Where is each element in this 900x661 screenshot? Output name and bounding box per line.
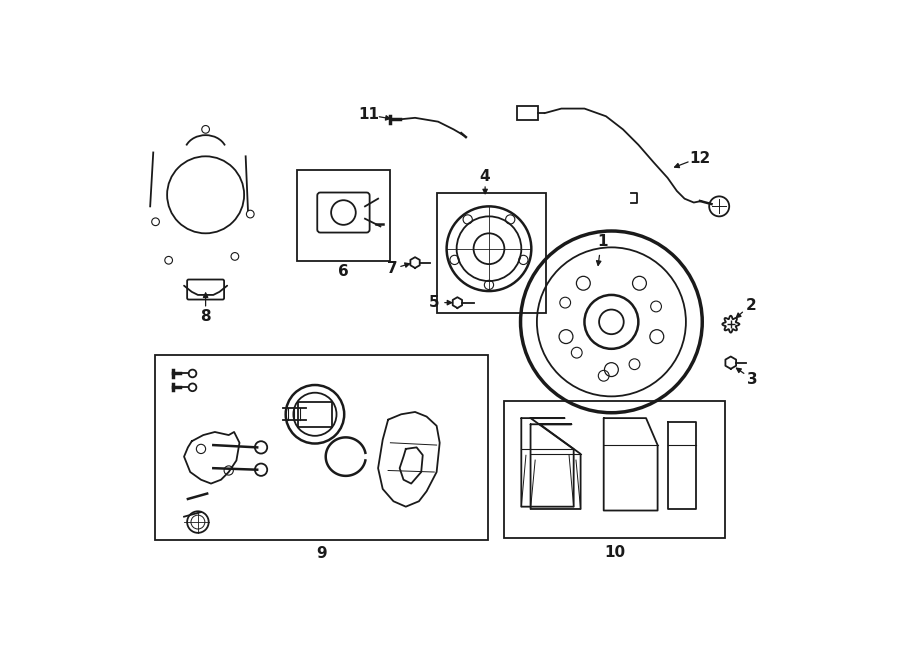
Bar [436,193,546,313]
Text: 6: 6 [338,264,349,280]
Text: 12: 12 [689,151,711,166]
Text: 11: 11 [358,107,380,122]
Text: 2: 2 [745,298,756,313]
Text: 4: 4 [480,169,491,184]
Text: 1: 1 [597,234,608,249]
Text: 9: 9 [316,546,327,561]
Bar [155,355,488,540]
Text: 7: 7 [387,261,397,276]
Bar [517,106,538,120]
Bar [298,402,332,426]
Bar [504,401,725,538]
Text: 8: 8 [201,309,211,324]
Text: 10: 10 [604,545,625,560]
Bar [297,170,390,261]
Text: 3: 3 [747,372,758,387]
Text: 5: 5 [429,295,439,310]
